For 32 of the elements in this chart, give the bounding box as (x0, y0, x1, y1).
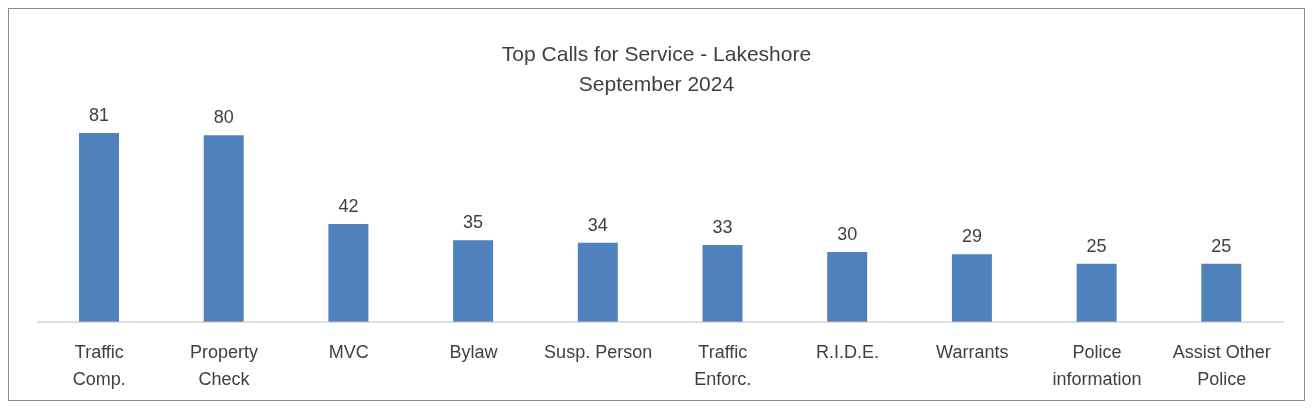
data-label: 80 (213, 107, 234, 128)
x-tick-label: Traffic Comp. (72, 342, 126, 389)
bar (1076, 263, 1117, 322)
data-label: 29 (961, 226, 982, 247)
x-tick-label: Bylaw (449, 342, 499, 362)
x-tick-label: Assist Other Police (1172, 342, 1271, 389)
x-tick-label: Property Check (190, 342, 259, 389)
bar (328, 224, 369, 322)
data-label: 35 (463, 212, 484, 233)
data-label: 81 (88, 105, 110, 125)
x-tick-label: R.I.D.E. (816, 342, 880, 362)
chart-subtitle: September 2024 (577, 71, 736, 97)
data-label: 25 (1086, 235, 1107, 256)
bar (702, 245, 743, 322)
data-label: 34 (587, 214, 608, 235)
data-label: 33 (712, 217, 733, 237)
x-tick-label: MVC (328, 342, 369, 362)
bar (827, 252, 868, 322)
x-tick-label: Susp. Person (544, 342, 653, 362)
x-tick-label: Warrants (936, 342, 1009, 362)
bar (79, 133, 119, 322)
bar (453, 240, 494, 322)
data-label: 42 (338, 196, 359, 216)
x-tick-label: Traffic Enforc. (694, 342, 752, 389)
data-label: 30 (837, 224, 858, 244)
bar (203, 135, 244, 322)
bar (951, 254, 992, 322)
chart-title: Top Calls for Service - Lakeshore (500, 41, 813, 67)
x-tick-label: Police information (1052, 342, 1142, 389)
bar (1201, 263, 1242, 322)
data-label: 25 (1211, 235, 1232, 256)
bar (577, 242, 618, 322)
